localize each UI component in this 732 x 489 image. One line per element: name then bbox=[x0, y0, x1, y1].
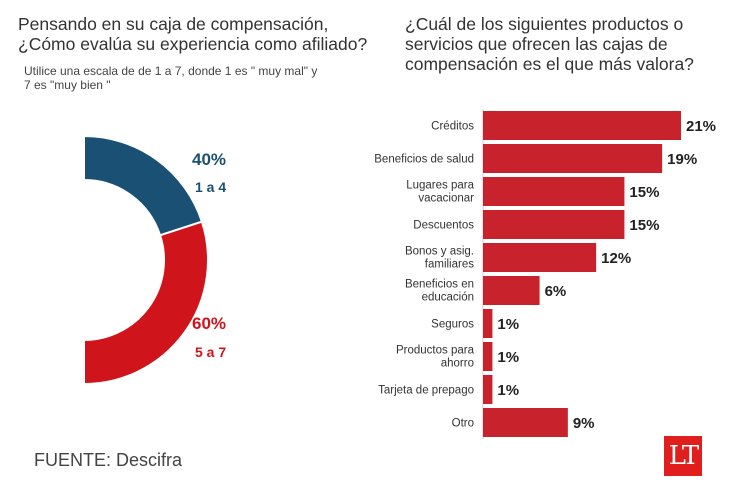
bar-10 bbox=[483, 408, 568, 437]
bar-3 bbox=[483, 177, 625, 206]
bar-9 bbox=[483, 375, 493, 404]
bar-value-label: 1% bbox=[497, 349, 519, 366]
source-label: FUENTE: Descifra bbox=[34, 450, 183, 470]
bar-category-label: Productos para ahorro bbox=[396, 345, 475, 370]
donut-slice-2 bbox=[83, 220, 209, 386]
bar-category-label: Beneficios en educación bbox=[405, 279, 474, 304]
bar-value-label: 19% bbox=[667, 151, 697, 168]
bar-value-label: 1% bbox=[497, 382, 519, 399]
bar-8 bbox=[483, 342, 493, 371]
bar-value-label: 21% bbox=[686, 118, 716, 135]
bar-category-label: Tarjeta de prepago bbox=[378, 385, 474, 397]
donut-category-label: 5 a 7 bbox=[195, 344, 226, 360]
bar-category-label: Créditos bbox=[431, 121, 474, 133]
donut-value-label: 40% bbox=[192, 150, 226, 169]
bar-category-label: Seguros bbox=[431, 319, 474, 331]
bar-4 bbox=[483, 210, 625, 239]
bar-value-label: 15% bbox=[629, 217, 659, 234]
bar-value-label: 12% bbox=[601, 250, 631, 267]
bar-1 bbox=[483, 111, 681, 140]
left-chart-subtitle: Utilice una escala de de 1 a 7, donde 1 … bbox=[24, 64, 318, 92]
bar-2 bbox=[483, 144, 663, 173]
bar-value-label: 9% bbox=[573, 415, 595, 432]
bar-6 bbox=[483, 276, 540, 305]
bar-5 bbox=[483, 243, 597, 272]
bar-value-label: 15% bbox=[629, 184, 659, 201]
bar-category-label: Lugares para vacacionar bbox=[406, 180, 474, 205]
bar-category-label: Otro bbox=[452, 418, 474, 430]
bar-category-label: Beneficios de salud bbox=[374, 154, 474, 166]
donut-category-label: 1 a 4 bbox=[195, 179, 226, 195]
donut-value-label: 60% bbox=[192, 314, 226, 333]
lt-logo: LT bbox=[664, 436, 702, 476]
right-chart-title: ¿Cuál de los siguientes productos o serv… bbox=[405, 14, 694, 74]
bar-category-label: Descuentos bbox=[413, 220, 474, 232]
bar-value-label: 1% bbox=[497, 316, 519, 333]
bar-value-label: 6% bbox=[545, 283, 567, 300]
bar-7 bbox=[483, 309, 493, 338]
bar-category-label: Bonos y asig. familiares bbox=[405, 246, 474, 271]
left-chart-title: Pensando en su caja de compensación, ¿Có… bbox=[18, 14, 368, 54]
